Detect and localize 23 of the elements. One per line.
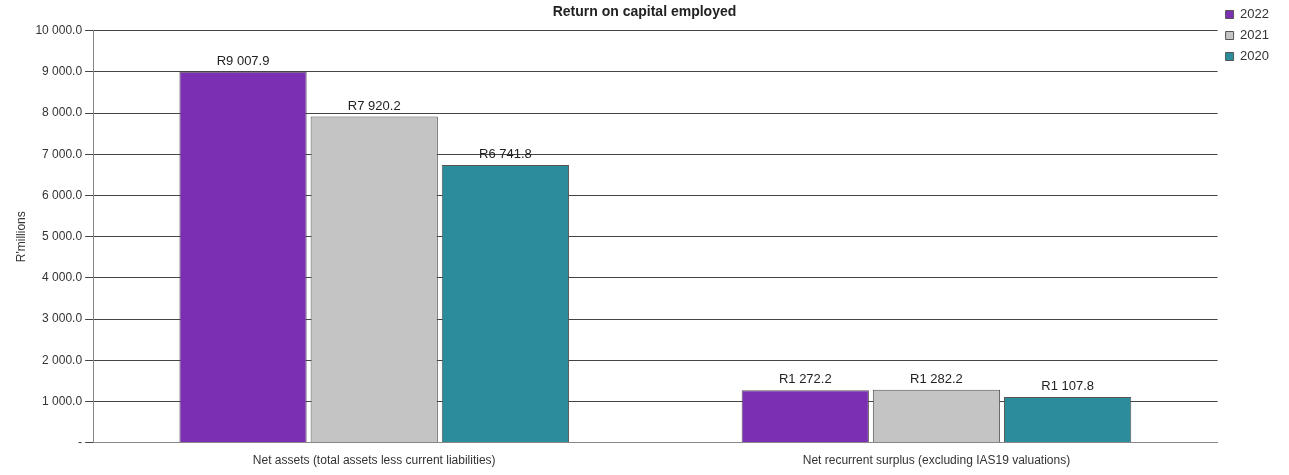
data-label: R9 007.9 <box>216 52 270 68</box>
y-tick-label: 7 000.0 <box>42 146 83 161</box>
y-tick-label: 5 000.0 <box>42 229 83 244</box>
legend-label: 2021 <box>1240 27 1269 43</box>
data-label: R1 107.8 <box>1041 378 1095 394</box>
data-label: R1 282.2 <box>910 370 963 386</box>
x-tick-label: Net recurrent surplus (excluding IAS19 valuations) <box>802 453 1071 468</box>
y-tick-label: 9 000.0 <box>42 64 83 79</box>
y-tick-label: 10 000.0 <box>35 23 83 38</box>
legend-label: 2020 <box>1240 48 1269 64</box>
data-label: R7 920.2 <box>347 97 401 113</box>
legend-label: 2022 <box>1240 6 1269 22</box>
x-tick-label: Net assets (total assets less current liabilities) <box>252 453 496 468</box>
y-tick-label: 2 000.0 <box>42 352 83 367</box>
y-tick-label: 8 000.0 <box>42 105 83 120</box>
data-label: R1 272.2 <box>778 371 832 387</box>
y-tick-label: - <box>78 434 83 449</box>
y-tick-label: 3 000.0 <box>42 311 83 326</box>
y-tick-label: 1 000.0 <box>42 393 83 408</box>
y-tick-label: 4 000.0 <box>42 270 83 285</box>
chart-title: Return on capital employed <box>552 3 737 20</box>
y-axis-title: R'millions <box>13 211 28 263</box>
y-tick-label: 6 000.0 <box>42 187 83 202</box>
